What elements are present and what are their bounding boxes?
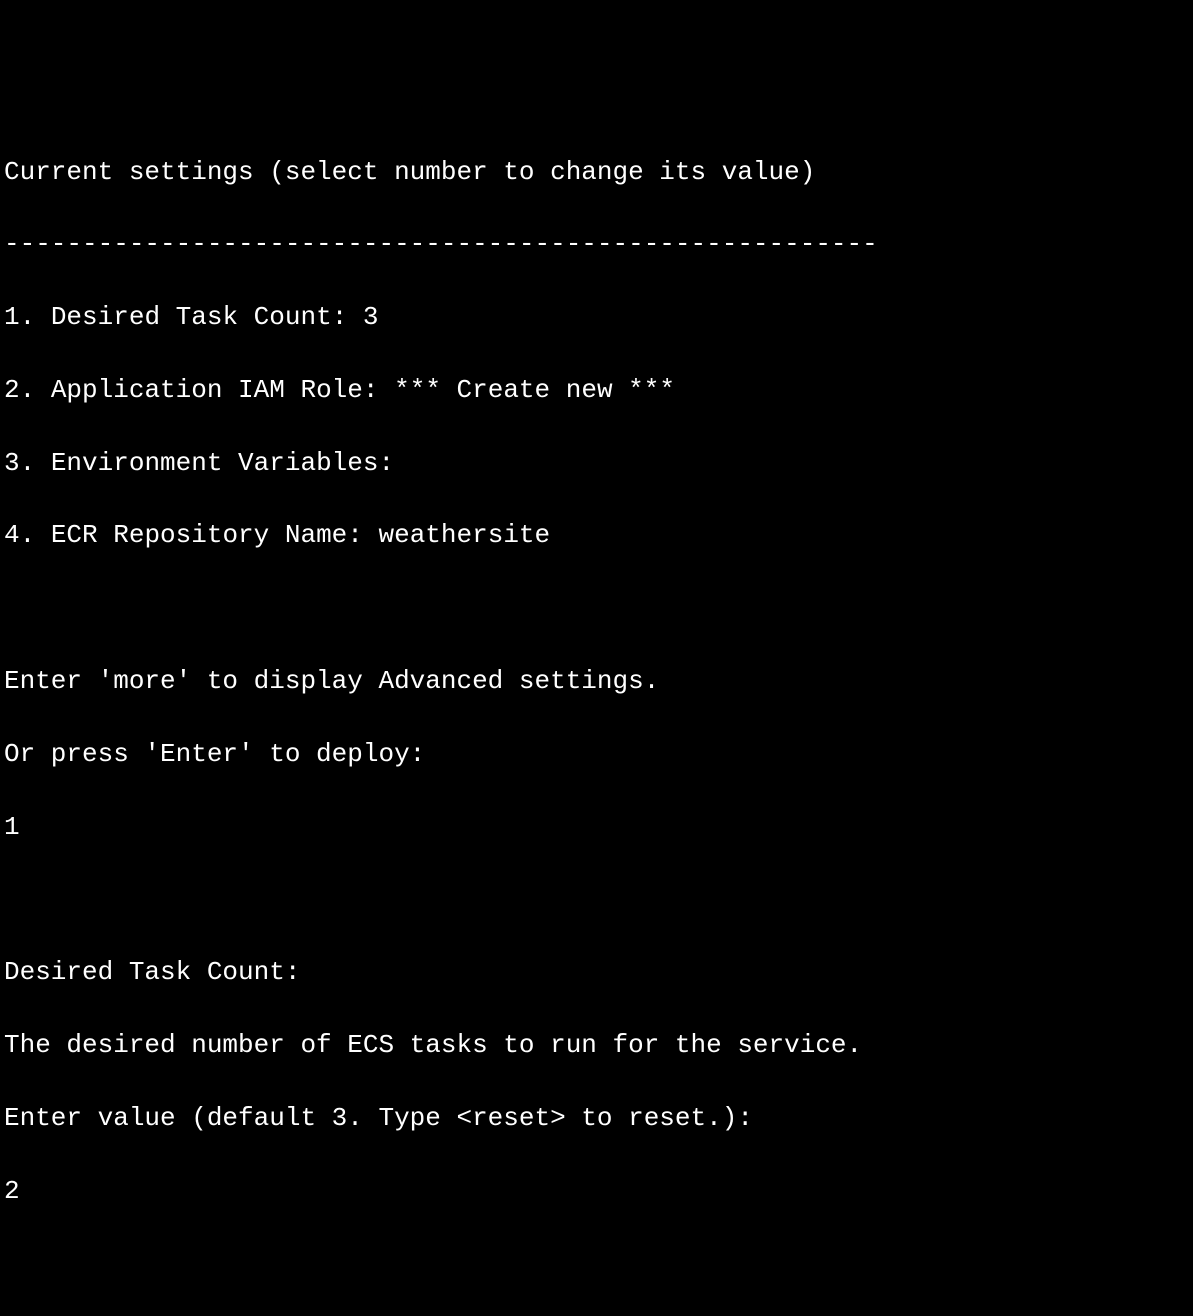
setting-value-2: *** Create new *** (394, 375, 675, 405)
detail-label: Desired Task Count: (4, 954, 1189, 990)
setting-label-2: Application IAM Role (51, 375, 363, 405)
user-input-1[interactable]: 1 (4, 809, 1189, 845)
blank-line-1 (4, 590, 1189, 626)
prompt-enter: Or press 'Enter' to deploy: (4, 736, 1189, 772)
setting-num-4: 4 (4, 520, 20, 550)
blank-line-2 (4, 881, 1189, 917)
setting-num-2: 2 (4, 375, 20, 405)
setting-row-4: 4. ECR Repository Name: weathersite (4, 517, 1189, 553)
setting-label-4: ECR Repository Name (51, 520, 347, 550)
settings-header: Current settings (select number to chang… (4, 154, 1189, 190)
setting-num-3: 3 (4, 448, 20, 478)
setting-value-4: weathersite (379, 520, 551, 550)
setting-value-1: 3 (363, 302, 379, 332)
user-input-2[interactable]: 2 (4, 1173, 1189, 1209)
detail-prompt: Enter value (default 3. Type <reset> to … (4, 1100, 1189, 1136)
detail-description: The desired number of ECS tasks to run f… (4, 1027, 1189, 1063)
prompt-more: Enter 'more' to display Advanced setting… (4, 663, 1189, 699)
separator-line: ----------------------------------------… (4, 226, 1189, 262)
setting-label-1: Desired Task Count (51, 302, 332, 332)
setting-num-1: 1 (4, 302, 20, 332)
setting-row-2: 2. Application IAM Role: *** Create new … (4, 372, 1189, 408)
setting-label-3: Environment Variables (51, 448, 379, 478)
setting-row-1: 1. Desired Task Count: 3 (4, 299, 1189, 335)
setting-row-3: 3. Environment Variables: (4, 445, 1189, 481)
